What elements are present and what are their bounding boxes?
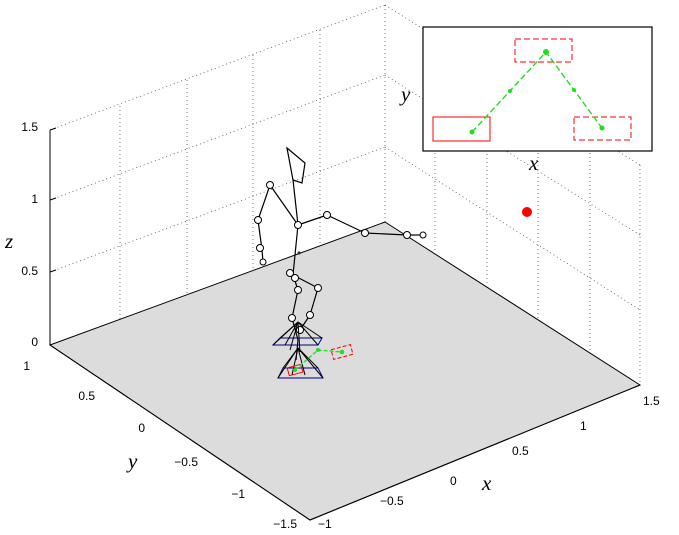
x-tick-label: −0.5: [380, 494, 404, 508]
x-tick-label: 1: [580, 419, 587, 433]
y-tick-label: 0.5: [78, 389, 95, 403]
floor-trajectory: [286, 343, 354, 377]
skeleton: [254, 146, 427, 379]
x-tick-label: 0: [450, 474, 457, 488]
y-axis-label: y: [126, 449, 138, 473]
x-tick-label: −1: [318, 517, 332, 531]
x-ticks: −1 −0.5 0 0.5 1 1.5: [318, 394, 660, 531]
inset-mid-box: [514, 38, 573, 63]
head-shape: [286, 146, 306, 184]
axis-lines: [49, 130, 641, 521]
inset-panel: y x: [399, 26, 653, 175]
inset-y-label: y: [399, 82, 411, 106]
z-ticks: 1.5 1 0.5 0: [21, 120, 57, 349]
inset-end-box: [573, 116, 632, 141]
y-tick-label: 0: [138, 421, 145, 435]
z-tick-label: 1.5: [21, 120, 38, 134]
target-marker: [522, 207, 532, 217]
z-axis-label: z: [4, 229, 13, 253]
y-tick-label: −1.5: [273, 517, 297, 531]
floor-plane: [48, 221, 642, 521]
z-tick-label: 1: [31, 192, 38, 206]
foot-pyramid-lower: [277, 347, 324, 379]
inset-x-label: x: [528, 151, 539, 175]
y-tick-label: −0.5: [174, 455, 198, 469]
y-tick-label: 1: [23, 359, 30, 373]
foot-pyramid-upper: [271, 321, 323, 353]
inset-start-box: [432, 116, 491, 142]
x-tick-label: 0.5: [512, 444, 529, 458]
y-ticks: 1 0.5 0 −0.5 −1 −1.5: [23, 359, 297, 531]
x-tick-label: 1.5: [643, 394, 660, 408]
z-tick-label: 0: [31, 335, 38, 349]
x-axis-label: x: [481, 471, 492, 495]
y-tick-label: −1: [231, 487, 245, 501]
z-tick-label: 0.5: [21, 264, 38, 278]
